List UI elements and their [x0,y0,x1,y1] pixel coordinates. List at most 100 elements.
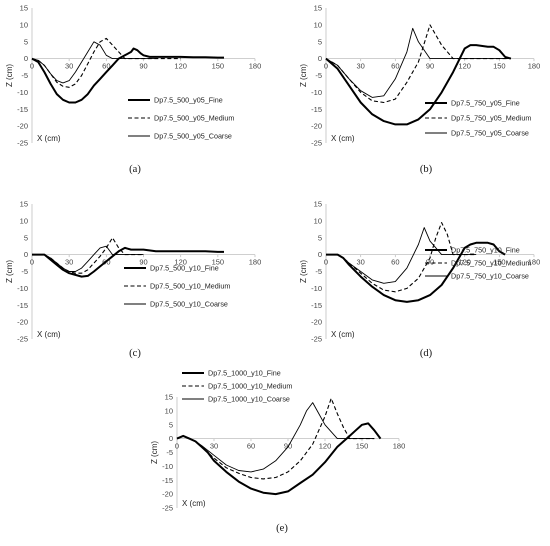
x-tick-label: 60 [391,258,399,267]
series-line-thin [325,27,511,98]
y-tick-label: -15 [17,105,28,114]
x-axis-title: X (cm) [37,330,61,339]
x-tick-label: 150 [493,62,506,71]
legend-label: Dp7.5_500_y10_Medium [150,282,230,291]
y-tick-label: -25 [17,139,28,148]
legend-label: Dp7.5_1000_y10_Fine [208,369,281,378]
y-tick-label: -10 [17,284,28,293]
legend-label: Dp7.5_750_y05_Fine [451,99,520,108]
y-tick-label: -20 [17,122,28,131]
x-tick-label: 90 [139,258,147,267]
y-axis-title: Z (cm) [5,260,14,283]
y-tick-label: 5 [24,37,28,46]
y-tick-label: -20 [162,490,173,499]
x-tick-label: 60 [247,442,255,451]
series-line-thick [176,422,382,496]
y-tick-label: -5 [315,267,322,276]
legend-label: Dp7.5_750_y05_Coarse [451,129,529,138]
x-tick-label: 30 [65,258,73,267]
panel-label: (b) [420,164,433,175]
y-tick-label: -10 [311,284,322,293]
series-line-dashed [326,222,477,293]
x-tick-label: 180 [528,258,541,267]
y-tick-label: 0 [24,54,28,63]
x-tick-label: 150 [212,62,225,71]
series-line-thick [326,241,506,303]
x-tick-label: 90 [426,62,434,71]
legend-label: Dp7.5_500_y10_Coarse [150,300,228,309]
y-tick-label: -15 [162,476,173,485]
legend-label: Dp7.5_1000_y10_Coarse [208,395,290,404]
y-tick-label: 0 [318,54,322,63]
x-axis-title: X (cm) [331,134,355,143]
y-tick-label: -25 [162,504,173,513]
y-tick-label: 10 [165,406,173,415]
y-tick-label: 10 [20,216,28,225]
legend-label: Dp7.5_500_y05_Coarse [154,132,232,141]
x-tick-label: 150 [212,258,225,267]
y-tick-label: 15 [314,4,322,13]
x-tick-label: 120 [174,258,187,267]
y-axis-title: Z (cm) [299,64,308,87]
y-tick-label: -20 [311,318,322,327]
y-axis-title: Z (cm) [150,441,159,464]
y-tick-label: 0 [318,250,322,259]
legend-label: Dp7.5_750_y10_Fine [451,246,520,255]
series-line-thin [32,245,144,272]
y-tick-label: 5 [318,233,322,242]
x-tick-label: 180 [393,442,406,451]
y-tick-label: 10 [314,216,322,225]
x-tick-label: 30 [356,62,364,71]
x-tick-label: 0 [324,258,328,267]
x-tick-label: 180 [249,62,262,71]
legend-label: Dp7.5_1000_y10_Medium [208,382,292,391]
y-tick-label: -20 [17,318,28,327]
y-tick-label: 5 [169,420,173,429]
y-tick-label: -10 [311,88,322,97]
y-tick-label: 0 [24,250,28,259]
x-tick-label: 120 [458,258,471,267]
y-tick-label: -15 [17,301,28,310]
x-tick-label: 120 [319,442,332,451]
x-tick-label: 0 [324,62,328,71]
legend: Dp7.5_750_y10_Fine Dp7.5_750_y10_Medium Dp… [425,246,531,281]
y-tick-label: -5 [315,71,322,80]
y-tick-label: -5 [21,267,28,276]
legend-label: Dp7.5_750_y10_Coarse [451,272,529,281]
x-tick-label: 30 [356,258,364,267]
x-tick-label: 120 [174,62,187,71]
legend: Dp7.5_500_y05_Fine Dp7.5_500_y05_Medium Dp… [128,96,234,141]
legend-label: Dp7.5_500_y05_Medium [154,114,234,123]
x-axis-title: X (cm) [37,134,61,143]
y-tick-label: 15 [314,200,322,209]
x-tick-label: 30 [65,62,73,71]
y-tick-label: -10 [17,88,28,97]
x-tick-label: 90 [426,258,434,267]
y-tick-label: -25 [17,335,28,344]
x-axis-title: X (cm) [182,499,206,508]
panel-label: (a) [129,164,141,175]
x-tick-label: 0 [30,62,34,71]
y-tick-label: -25 [311,335,322,344]
series-line-thick [31,47,224,104]
legend: Dp7.5_500_y10_Fine Dp7.5_500_y10_Medium Dp… [124,264,230,309]
y-tick-label: 10 [20,20,28,29]
y-axis-title: Z (cm) [5,64,14,87]
x-tick-label: 60 [391,62,399,71]
y-tick-label: -20 [311,122,322,131]
y-tick-label: 15 [20,200,28,209]
x-tick-label: 0 [30,258,34,267]
x-tick-label: 150 [356,442,369,451]
x-tick-label: 30 [210,442,218,451]
x-tick-label: 120 [458,62,471,71]
y-axis-title: Z (cm) [299,260,308,283]
y-tick-label: -5 [21,71,28,80]
y-tick-label: -15 [311,301,322,310]
y-tick-label: 15 [165,393,173,402]
y-tick-label: -10 [162,462,173,471]
y-tick-label: 0 [169,434,173,443]
